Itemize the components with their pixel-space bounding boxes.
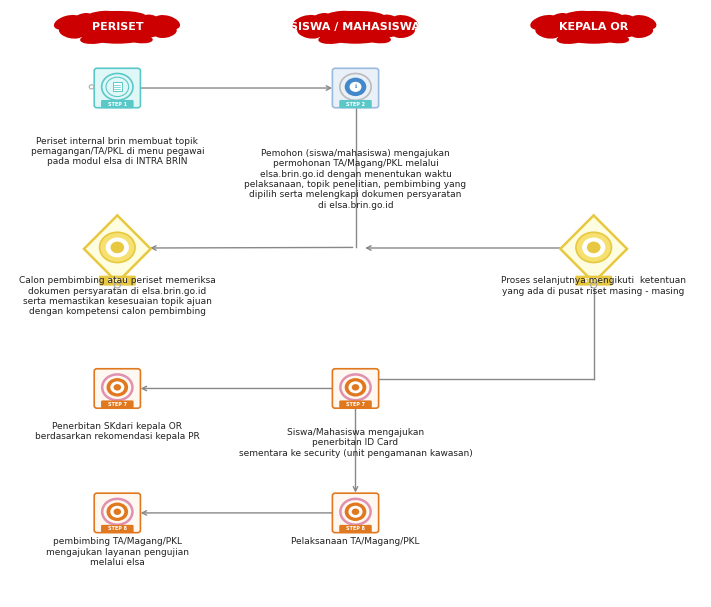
Circle shape <box>106 237 129 257</box>
Text: STEP 7: STEP 7 <box>346 402 365 407</box>
Circle shape <box>110 242 124 253</box>
FancyBboxPatch shape <box>101 401 134 409</box>
Text: STEP 8: STEP 8 <box>108 526 127 532</box>
Ellipse shape <box>80 33 112 44</box>
Circle shape <box>345 503 366 521</box>
Polygon shape <box>560 215 627 282</box>
Circle shape <box>348 381 363 393</box>
Text: STEP 3: STEP 3 <box>584 278 603 283</box>
Ellipse shape <box>116 12 147 21</box>
Ellipse shape <box>548 13 568 25</box>
Circle shape <box>582 237 605 257</box>
Ellipse shape <box>354 12 385 21</box>
Ellipse shape <box>392 26 415 38</box>
FancyBboxPatch shape <box>94 493 141 533</box>
Text: Proses selanjutnya mengikuti  ketentuan
yang ada di pusat riset masing - masing: Proses selanjutnya mengikuti ketentuan y… <box>501 276 686 296</box>
FancyBboxPatch shape <box>101 525 134 533</box>
Ellipse shape <box>620 15 638 25</box>
FancyBboxPatch shape <box>339 401 372 409</box>
Circle shape <box>352 509 359 515</box>
Circle shape <box>345 378 366 396</box>
Text: Siswa/Mahasiswa mengajukan
penerbitan ID Card
sementara ke security (unit pengam: Siswa/Mahasiswa mengajukan penerbitan ID… <box>239 428 472 458</box>
Ellipse shape <box>319 33 350 44</box>
FancyBboxPatch shape <box>333 69 378 108</box>
Ellipse shape <box>63 15 173 40</box>
FancyBboxPatch shape <box>94 69 141 108</box>
Polygon shape <box>84 215 151 282</box>
Text: SISWA / MAHASISWA: SISWA / MAHASISWA <box>290 22 421 32</box>
Ellipse shape <box>292 15 319 30</box>
Ellipse shape <box>154 15 180 30</box>
FancyBboxPatch shape <box>94 368 141 408</box>
Text: STEP 3: STEP 3 <box>108 278 127 283</box>
Ellipse shape <box>557 33 588 44</box>
Circle shape <box>587 242 601 253</box>
Ellipse shape <box>572 11 615 19</box>
Circle shape <box>114 384 121 390</box>
Ellipse shape <box>324 11 359 22</box>
Text: pembimbing TA/Magang/PKL
mengajukan layanan pengujian
melalui elsa: pembimbing TA/Magang/PKL mengajukan laya… <box>46 537 189 567</box>
Text: PERISET: PERISET <box>92 22 143 32</box>
Text: STEP 1: STEP 1 <box>108 101 127 107</box>
Ellipse shape <box>392 15 418 30</box>
Ellipse shape <box>59 25 83 39</box>
Circle shape <box>345 78 366 96</box>
Ellipse shape <box>85 11 121 22</box>
Ellipse shape <box>631 15 656 30</box>
Text: Penerbitan SKdari kepala OR
berdasarkan rekomendasi kepala PR: Penerbitan SKdari kepala OR berdasarkan … <box>35 422 200 441</box>
Circle shape <box>107 503 128 521</box>
Ellipse shape <box>382 15 400 25</box>
Ellipse shape <box>332 35 379 44</box>
FancyBboxPatch shape <box>333 493 378 533</box>
FancyBboxPatch shape <box>113 83 122 92</box>
FancyBboxPatch shape <box>339 100 372 108</box>
FancyBboxPatch shape <box>575 276 612 286</box>
Circle shape <box>110 381 124 393</box>
Ellipse shape <box>96 11 139 19</box>
Ellipse shape <box>154 26 177 38</box>
Ellipse shape <box>363 33 391 43</box>
Ellipse shape <box>72 13 92 25</box>
Ellipse shape <box>144 15 162 25</box>
Ellipse shape <box>539 15 648 40</box>
Text: STEP 7: STEP 7 <box>108 402 127 407</box>
Ellipse shape <box>334 11 377 19</box>
Text: STEP 8: STEP 8 <box>346 526 365 532</box>
Circle shape <box>100 232 135 263</box>
Ellipse shape <box>94 35 141 44</box>
Ellipse shape <box>631 26 653 38</box>
Text: ℹ: ℹ <box>355 84 356 89</box>
Circle shape <box>576 232 611 263</box>
Circle shape <box>110 506 124 518</box>
FancyBboxPatch shape <box>99 276 136 286</box>
Text: Periset internal brin membuat topik
pemagangan/TA/PKL di menu pegawai
pada modul: Periset internal brin membuat topik pema… <box>31 137 204 166</box>
Ellipse shape <box>310 13 330 25</box>
Circle shape <box>114 509 121 515</box>
Text: STEP 2: STEP 2 <box>346 101 365 107</box>
Ellipse shape <box>601 33 629 43</box>
Ellipse shape <box>54 15 81 30</box>
Circle shape <box>348 506 363 518</box>
Circle shape <box>352 384 359 390</box>
Ellipse shape <box>570 35 617 44</box>
Circle shape <box>350 82 361 92</box>
Circle shape <box>107 378 128 396</box>
Text: Calon pembimbing atau periset memeriksa
dokumen persyaratan di elsa.brin.go.id
s: Calon pembimbing atau periset memeriksa … <box>19 276 215 316</box>
Ellipse shape <box>530 15 557 30</box>
Text: Pemohon (siswa/mahasiswa) mengajukan
permohonan TA/Magang/PKL melalui
elsa.brin.: Pemohon (siswa/mahasiswa) mengajukan per… <box>245 149 466 209</box>
Ellipse shape <box>300 15 411 40</box>
Text: KEPALA OR: KEPALA OR <box>559 22 629 32</box>
Ellipse shape <box>124 33 153 43</box>
FancyBboxPatch shape <box>339 525 372 533</box>
FancyBboxPatch shape <box>101 100 134 108</box>
Ellipse shape <box>297 25 321 39</box>
Ellipse shape <box>592 12 624 21</box>
FancyBboxPatch shape <box>333 368 378 408</box>
Text: Pelaksanaan TA/Magang/PKL: Pelaksanaan TA/Magang/PKL <box>292 537 419 546</box>
Ellipse shape <box>535 25 560 39</box>
Ellipse shape <box>562 11 597 22</box>
